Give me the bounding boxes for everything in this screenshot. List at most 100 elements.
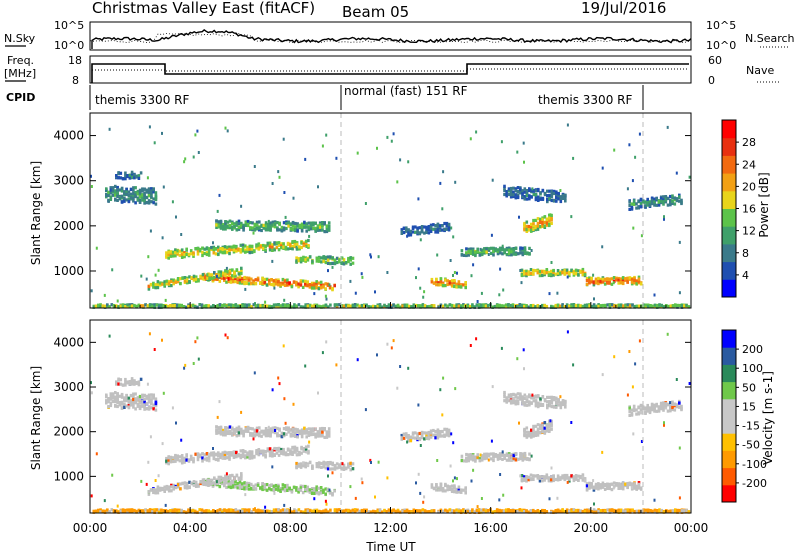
power-cell: [175, 215, 177, 219]
velocity-cell: [277, 488, 280, 492]
power-cell: [233, 222, 236, 226]
power-cell: [419, 304, 422, 308]
power-cell: [161, 282, 164, 286]
power-cell: [254, 281, 258, 286]
velocity-cell: [117, 382, 120, 386]
power-cell: [307, 228, 311, 232]
power-cell: [400, 228, 404, 232]
power-cell: [273, 286, 276, 290]
power-cell: [284, 247, 288, 251]
power-cell: [594, 278, 598, 282]
velocity-cell: [295, 448, 299, 452]
velocity-cell: [297, 462, 301, 466]
power-cell: [411, 225, 415, 229]
velocity-cell: [248, 453, 252, 457]
power-cell: [217, 248, 220, 252]
velocity-cell: [224, 479, 227, 483]
power-cell: [523, 195, 527, 199]
velocity-cell: [349, 461, 352, 465]
velocity-cell: [441, 489, 445, 493]
velocity-cell: [237, 477, 241, 481]
power-cell: [592, 303, 596, 307]
velocity-cell: [322, 490, 325, 494]
power-cell: [328, 283, 331, 287]
power-cell: [311, 259, 314, 263]
power-cell: [429, 229, 433, 233]
power-cell: [212, 245, 216, 249]
velocity-cell: [316, 433, 320, 437]
power-cell: [250, 244, 254, 248]
power-cell: [217, 245, 220, 249]
plot-title: Christmas Valley East (fitACF): [92, 0, 315, 17]
power-cell: [626, 276, 629, 280]
velocity-cell: [369, 510, 373, 514]
velocity-cell: [157, 510, 161, 514]
power-cell: [347, 304, 350, 308]
power-cell: [633, 276, 636, 281]
velocity-cell: [130, 378, 134, 382]
velocity-cell: [115, 509, 118, 513]
power-cell: [581, 273, 585, 277]
power-cell: [314, 229, 317, 233]
power-cell: [253, 249, 256, 254]
power-cell: [399, 158, 402, 162]
power-cell: [308, 283, 312, 287]
velocity-cell: [534, 395, 538, 399]
velocity-cell: [152, 403, 155, 407]
velocity-cell: [200, 510, 204, 514]
power-cell: [327, 228, 331, 232]
power-cell: [325, 229, 329, 234]
velocity-cell: [523, 430, 526, 434]
power-cell: [223, 303, 226, 307]
velocity-cell: [300, 428, 304, 432]
power-cell: [147, 190, 151, 194]
velocity-cell: [426, 510, 429, 514]
velocity-cell: [210, 451, 213, 455]
power-cell: [125, 190, 128, 194]
power-cell: [279, 304, 283, 308]
power-cell: [439, 277, 443, 281]
velocity-cell: [432, 487, 436, 491]
velocity-cell: [235, 434, 239, 438]
power-cell: [271, 259, 274, 263]
velocity-cell: [550, 401, 554, 405]
velocity-cell: [286, 486, 289, 490]
power-cell: [460, 249, 464, 253]
velocity-cell: [179, 487, 182, 491]
velocity-cell: [420, 433, 424, 437]
power-cell: [243, 303, 247, 307]
velocity-cell: [230, 451, 234, 455]
cpid-segment-1: themis 3300 RF: [95, 93, 189, 107]
velocity-cell: [170, 485, 173, 489]
velocity-cell: [240, 472, 243, 476]
power-cell: [597, 276, 600, 280]
power-cell: [295, 245, 298, 249]
power-cell: [561, 195, 565, 199]
power-cell: [224, 126, 227, 130]
power-cell: [289, 242, 292, 246]
power-cell: [586, 305, 589, 309]
power-cell: [460, 253, 464, 257]
power-cell: [325, 133, 328, 137]
velocity-cell: [252, 508, 256, 512]
power-cell: [630, 278, 634, 282]
velocity-cell: [450, 484, 454, 488]
velocity-cell: [296, 435, 299, 439]
power-cell: [405, 304, 409, 308]
velocity-cell: [219, 452, 222, 457]
power-cell: [525, 220, 529, 224]
power-cell: [147, 188, 151, 192]
velocity-cell: [402, 436, 406, 440]
velocity-cell: [235, 455, 238, 459]
velocity-cell: [438, 430, 442, 434]
power-cell: [169, 250, 173, 254]
velocity-cell: [272, 484, 276, 488]
velocity-cell: [335, 466, 339, 470]
power-cell: [165, 251, 168, 255]
velocity-cell: [520, 474, 524, 478]
velocity-cell: [123, 405, 126, 409]
power-cell: [132, 196, 135, 200]
power-cell: [143, 199, 146, 203]
power-cell: [192, 155, 195, 159]
velocity-cell: [420, 435, 424, 439]
